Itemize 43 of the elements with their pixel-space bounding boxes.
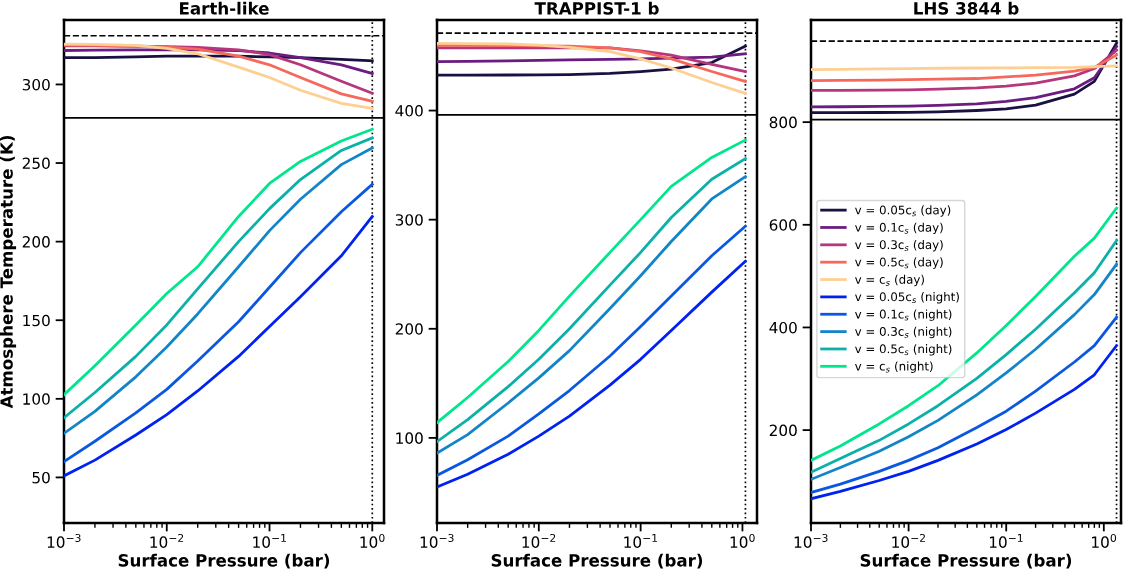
x-tick-label: 10$^{−1}$ <box>624 534 658 548</box>
y-tick-label: 200 <box>22 236 50 248</box>
x-tick-label: 10$^{−2}$ <box>522 533 556 548</box>
x-axis-title: Surface Pressure (bar) <box>860 553 1072 569</box>
legend-label: v = 0.3c$_{s}$ (day) <box>855 239 943 252</box>
y-tick-label: 200 <box>769 424 797 437</box>
x-tick-label: 10$^{0}$ <box>730 533 755 548</box>
x-tick-label: 10$^{−1}$ <box>253 534 286 548</box>
legend-label: v = 0.3c$_{s}$ (night) <box>855 326 952 339</box>
chart-title: Earth-like <box>180 1 269 15</box>
chart-title: TRAPPIST-1 b <box>534 1 659 15</box>
y-tick-label: 300 <box>22 78 50 91</box>
y-tick-label: 600 <box>769 219 797 231</box>
x-axis-title: Surface Pressure (bar) <box>491 553 703 569</box>
x-tick-label: 10$^{0}$ <box>1092 533 1117 548</box>
legend-label: v = 0.1c$_{s}$ (day) <box>855 222 943 235</box>
x-tick-label: 10$^{−3}$ <box>420 533 454 548</box>
legend-label: v = 0.05c$_{s}$ (day) <box>855 205 951 217</box>
y-tick-label: 400 <box>395 105 423 117</box>
x-tick-label: 10$^{0}$ <box>360 533 385 548</box>
y-tick-label: 400 <box>769 321 797 334</box>
x-tick-label: 10$^{−3}$ <box>47 533 81 548</box>
y-tick-label: 50 <box>32 471 50 484</box>
y-tick-label: 150 <box>23 314 50 327</box>
legend-label: v = 0.1c$_{s}$ (night) <box>855 309 952 321</box>
y-tick-label: 100 <box>23 393 50 405</box>
legend-label: v = 0.05c$_{s}$ (night) <box>855 292 959 304</box>
x-tick-label: 10$^{−2}$ <box>892 533 925 548</box>
y-tick-label: 200 <box>395 323 423 335</box>
chart-title: LHS 3844 b <box>914 1 1019 15</box>
x-tick-label: 10$^{−2}$ <box>150 533 184 548</box>
y-tick-label: 800 <box>769 116 797 129</box>
x-tick-label: 10$^{−1}$ <box>989 534 1023 548</box>
legend-label: v = c$_{s}$ (day) <box>855 274 924 287</box>
legend-label: v = c$_{s}$ (night) <box>855 361 933 373</box>
y-tick-label: 250 <box>22 157 50 170</box>
y-tick-label: 300 <box>395 214 423 226</box>
y-axis-title: Atmosphere Temperature (K) <box>0 136 17 409</box>
legend-label: v = 0.5c$_{s}$ (night) <box>855 344 952 356</box>
y-tick-label: 100 <box>396 432 423 444</box>
x-axis-title: Surface Pressure (bar) <box>118 553 330 569</box>
x-tick-label: 10$^{−3}$ <box>794 533 828 548</box>
legend-label: v = 0.5c$_{s}$ (day) <box>855 257 943 269</box>
